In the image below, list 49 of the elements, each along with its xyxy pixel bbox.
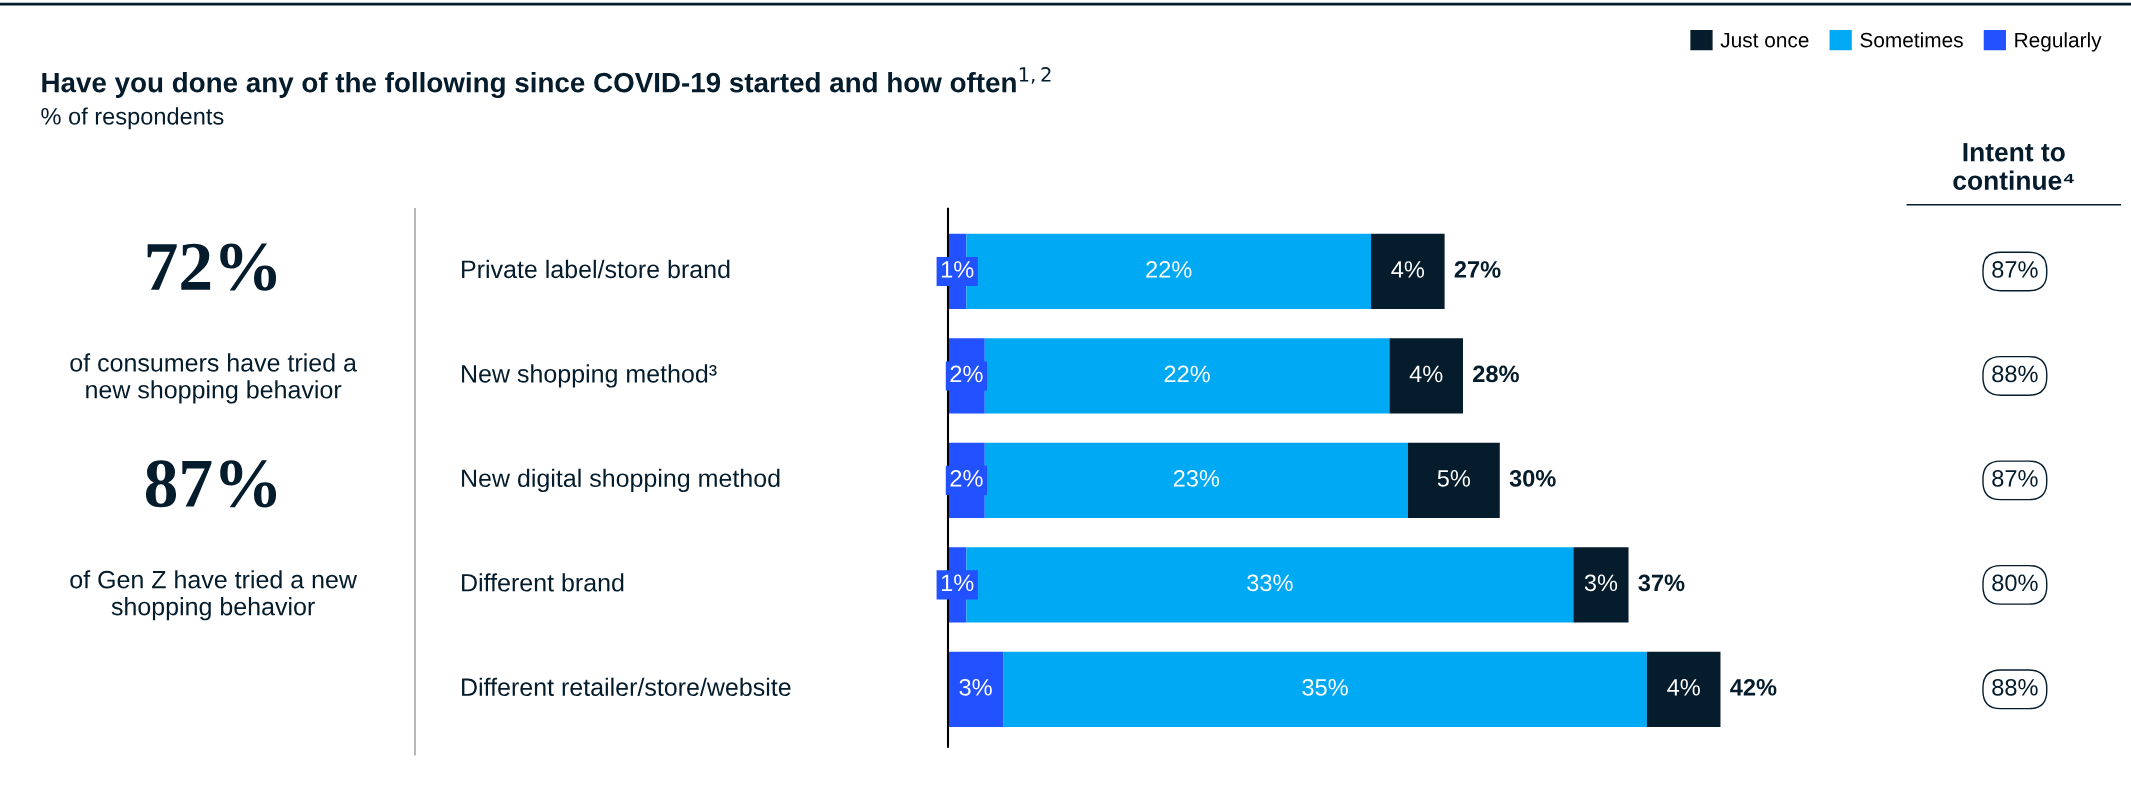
text: 88% [1992, 678, 2038, 696]
y-tick-label: Different retailer/store/website [462, 677, 791, 697]
y-tick-label: Different brand [462, 573, 624, 592]
legend-label: Regularly [2015, 32, 2102, 52]
text: 80% [1992, 574, 2038, 592]
text: 88% [1992, 365, 2038, 383]
data-label: 35% [1302, 678, 1348, 696]
total-label: 37% [1638, 574, 1685, 592]
data-label: 5% [1437, 470, 1471, 487]
text: 87% [1992, 470, 2038, 487]
data-label: 4% [1667, 679, 1700, 696]
data-label: 2% [950, 365, 983, 383]
data-label: 1% [941, 574, 974, 592]
legend-label: Sometimes [1860, 32, 1963, 48]
bar [1371, 233, 1445, 310]
total-label: 27% [1454, 261, 1501, 278]
data-label: 33% [1247, 574, 1293, 592]
bar [1003, 651, 1647, 727]
text: Have you done any of the following since COVID-19 started and how often$^{1,2}$ [42, 67, 1051, 99]
bar [1389, 338, 1463, 414]
total-label: 30% [1509, 470, 1556, 487]
y-tick-label: Private label/store brand [462, 259, 730, 279]
data-label: 22% [1146, 261, 1192, 278]
data-label: 1% [941, 261, 974, 278]
data-label: 23% [1173, 470, 1220, 487]
data-label: 22% [1164, 365, 1210, 383]
text: % of respondents [41, 107, 224, 130]
y-tick-label: New digital shopping method [462, 468, 780, 493]
data-label: 3% [959, 678, 992, 696]
legend-label: Just once [1720, 32, 1809, 48]
total-label: 42% [1730, 678, 1777, 696]
text: 72% [147, 243, 277, 291]
text: 87% [145, 460, 277, 508]
data-label: 3% [1584, 574, 1618, 592]
data-label: 2% [950, 470, 983, 487]
bar [1573, 547, 1629, 623]
text: 87% [1992, 261, 2038, 278]
bar [984, 442, 1408, 519]
text: of Gen Z have tried a new shopping behavior [70, 570, 357, 621]
data-label: 4% [1409, 365, 1443, 383]
data-label: 4% [1391, 261, 1425, 278]
text: Intent to continue⁴ [1953, 143, 2074, 190]
bar [1646, 651, 1721, 727]
bar [1407, 442, 1500, 519]
y-tick-label: New shopping method³ [462, 364, 717, 388]
bar [984, 338, 1390, 414]
text: of consumers have tried a new shopping behavior [70, 353, 357, 404]
total-label: 28% [1473, 365, 1519, 383]
bar [948, 651, 1004, 727]
